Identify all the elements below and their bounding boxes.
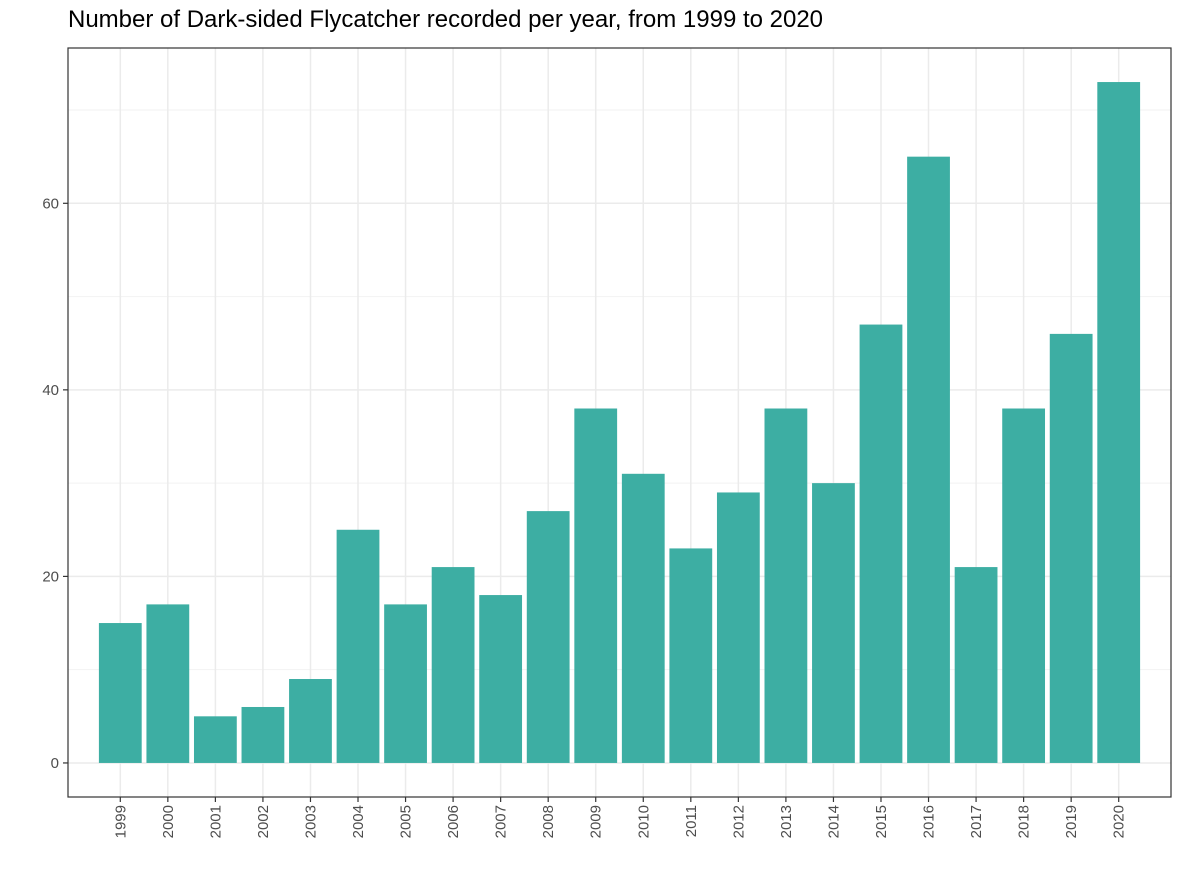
bar-2009 (574, 408, 618, 763)
bar-2015 (859, 324, 903, 763)
x-tick-label: 2011 (683, 805, 700, 837)
x-tick-label: 2015 (873, 805, 890, 838)
bar-2005 (384, 604, 427, 763)
bar-2014 (812, 483, 855, 763)
bar-2011 (669, 548, 713, 763)
x-tick-label: 1999 (112, 805, 129, 838)
x-tick-label: 2020 (1111, 805, 1128, 838)
y-axis: 0 20 40 60 (42, 195, 68, 772)
chart-title: Number of Dark-sided Flycatcher recorded… (68, 6, 824, 33)
x-axis: 1999 2000 2001 2002 2003 2004 2005 2006 2007 2008… (112, 797, 1128, 838)
x-tick-label: 2014 (825, 805, 842, 838)
bar-2002 (241, 706, 285, 763)
y-tick-label: 60 (42, 195, 59, 212)
x-tick-label: 2016 (921, 805, 938, 838)
x-tick-label: 2003 (302, 805, 319, 838)
bar-2007 (479, 595, 523, 763)
y-tick-label: 20 (42, 568, 59, 585)
x-tick-label: 2017 (968, 805, 985, 838)
bar-2006 (431, 567, 475, 763)
bar-2018 (1002, 408, 1046, 763)
x-tick-label: 2018 (1016, 805, 1033, 838)
x-tick-label: 2000 (160, 805, 177, 838)
x-tick-label: 2005 (398, 805, 415, 838)
x-tick-label: 2007 (493, 805, 510, 838)
bar-2001 (193, 716, 237, 763)
bar-2003 (289, 679, 332, 763)
bar-2020 (1097, 82, 1141, 763)
x-tick-label: 2002 (255, 805, 272, 838)
x-tick-label: 2001 (207, 805, 224, 838)
bar-2017 (954, 567, 998, 763)
bar-2019 (1049, 333, 1093, 763)
x-tick-label: 2009 (588, 805, 605, 838)
x-tick-label: 2006 (445, 805, 462, 838)
x-tick-label: 2008 (540, 805, 557, 838)
plot-panel-border (67, 47, 1172, 798)
y-tick-label: 40 (42, 382, 59, 399)
bar-2008 (526, 511, 570, 763)
x-tick-label: 2012 (730, 805, 747, 838)
bars (98, 82, 1141, 763)
bar-2000 (146, 604, 190, 763)
x-tick-label: 2013 (778, 805, 795, 838)
bar-2010 (621, 473, 665, 763)
bar-1999 (98, 623, 142, 763)
x-tick-label: 2019 (1063, 805, 1080, 838)
bar-2012 (716, 492, 760, 763)
bar-2016 (907, 156, 950, 763)
y-tick-label: 0 (51, 755, 59, 772)
bar-2004 (336, 529, 380, 763)
bar-2013 (764, 408, 808, 763)
x-tick-label: 2010 (635, 805, 652, 838)
x-tick-label: 2004 (350, 805, 367, 838)
